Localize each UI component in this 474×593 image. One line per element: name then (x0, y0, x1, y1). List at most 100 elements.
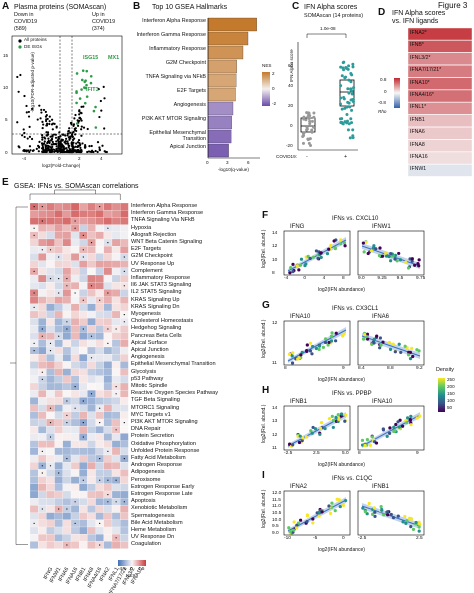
protein-point (45, 118, 48, 121)
significance-dot (49, 342, 52, 344)
protein-point (86, 127, 89, 131)
score-point-neg (308, 122, 312, 126)
sample-point (329, 339, 334, 343)
protein-point (74, 133, 77, 136)
sample-point (304, 262, 308, 266)
score-point-pos (341, 66, 345, 70)
significance-dot (99, 422, 101, 424)
significance-dot (123, 422, 125, 424)
significance-dot (82, 256, 84, 258)
protein-point (75, 150, 78, 153)
protein-point (69, 135, 72, 138)
up-label: Up in (92, 12, 105, 18)
protein-point (41, 120, 44, 124)
scatter-xtick: 0 (303, 276, 306, 281)
sample-point (389, 251, 393, 256)
score-point-neg (302, 134, 306, 138)
protein-point (66, 132, 70, 135)
heatmap-row-label: E2F Targets (131, 246, 162, 253)
a-ytick-3: 15 (3, 53, 9, 58)
protein-point (44, 119, 48, 123)
score-point-neg (312, 115, 316, 119)
scatter-ytick: 11.0 (272, 504, 281, 510)
sample-point (334, 339, 338, 343)
score-point-pos (350, 92, 354, 96)
protein-point (39, 117, 42, 120)
heatmap-row-label: Inflammatory Response (131, 275, 191, 281)
sample-point (389, 259, 393, 263)
scatter-right-title: IFNB1 (372, 484, 390, 490)
protein-point (101, 144, 104, 147)
protein-point (56, 138, 59, 142)
ligand-rho-heatmap (394, 27, 473, 177)
sample-point (408, 257, 412, 261)
protein-point (80, 134, 83, 137)
sample-point (308, 349, 313, 353)
scatter-xtick: 9.2 (416, 366, 423, 371)
protein-point (23, 135, 26, 139)
gsea-category-label: G2M Checkpoint (165, 60, 206, 66)
sample-point (344, 498, 348, 503)
score-point-pos (339, 96, 343, 100)
protein-point (70, 121, 73, 125)
sample-point (319, 255, 323, 260)
ligand-cell (407, 164, 473, 177)
sample-point (332, 239, 336, 243)
sample-point (334, 416, 338, 420)
sample-point (378, 246, 382, 250)
significance-dot (66, 422, 68, 424)
score-point-pos (343, 106, 347, 110)
protein-point (57, 137, 60, 140)
score-point-pos (342, 60, 346, 64)
sample-point (323, 340, 328, 345)
gsea-heatmap (10, 189, 146, 566)
significance-dot (115, 393, 117, 395)
significance-dot (74, 386, 76, 388)
score-point-neg (305, 111, 309, 115)
sample-point (382, 513, 386, 517)
ligand-cell (407, 126, 473, 140)
panel-c-pvalue: 1.0e-08 (320, 26, 336, 31)
gene-mx1: MX1 (108, 55, 120, 61)
score-point-pos (347, 91, 351, 95)
protein-point (27, 115, 31, 118)
a-xtick-3: 4 (100, 156, 103, 161)
protein-point (80, 119, 83, 122)
significance-dot (33, 227, 35, 229)
protein-point (96, 141, 100, 144)
significance-dot (90, 335, 93, 337)
sample-point (379, 505, 383, 509)
nes-legend-title: NES (262, 63, 272, 68)
significance-dot (66, 400, 68, 402)
sample-point (320, 510, 324, 514)
protein-point (16, 121, 19, 124)
sample-point (373, 514, 377, 518)
protein-point (67, 130, 70, 133)
significance-dot (74, 407, 76, 409)
sample-point (365, 337, 370, 341)
protein-point (45, 134, 48, 137)
gsea-category-label: Epithelial Mesenchymal Transition (149, 130, 206, 142)
sample-point (398, 258, 403, 262)
protein-point (50, 138, 54, 141)
significance-dot (99, 458, 101, 460)
heatmap-row-label: TGF Beta Signaling (131, 397, 180, 404)
score-point-pos (351, 128, 355, 132)
protein-point (47, 137, 50, 140)
scatter-panel-letter: G (262, 300, 270, 311)
protein-point (80, 125, 83, 128)
protein-point (72, 130, 75, 133)
sample-point (387, 431, 392, 436)
legend-de-isgs: DE ISGs (24, 44, 42, 49)
sample-point (329, 243, 333, 248)
significance-dot (107, 501, 109, 503)
score-point-pos (345, 112, 349, 116)
protein-point (60, 139, 63, 142)
score-point-pos (338, 102, 342, 106)
protein-point (28, 150, 31, 154)
heatmap-row-label: UV Response Dn (131, 534, 175, 541)
a-xtick-0: -4 (22, 156, 27, 161)
heatmap-row-label: Adipogenesis (131, 469, 165, 476)
down-count: (589) (14, 26, 27, 32)
significance-dot (33, 342, 35, 344)
